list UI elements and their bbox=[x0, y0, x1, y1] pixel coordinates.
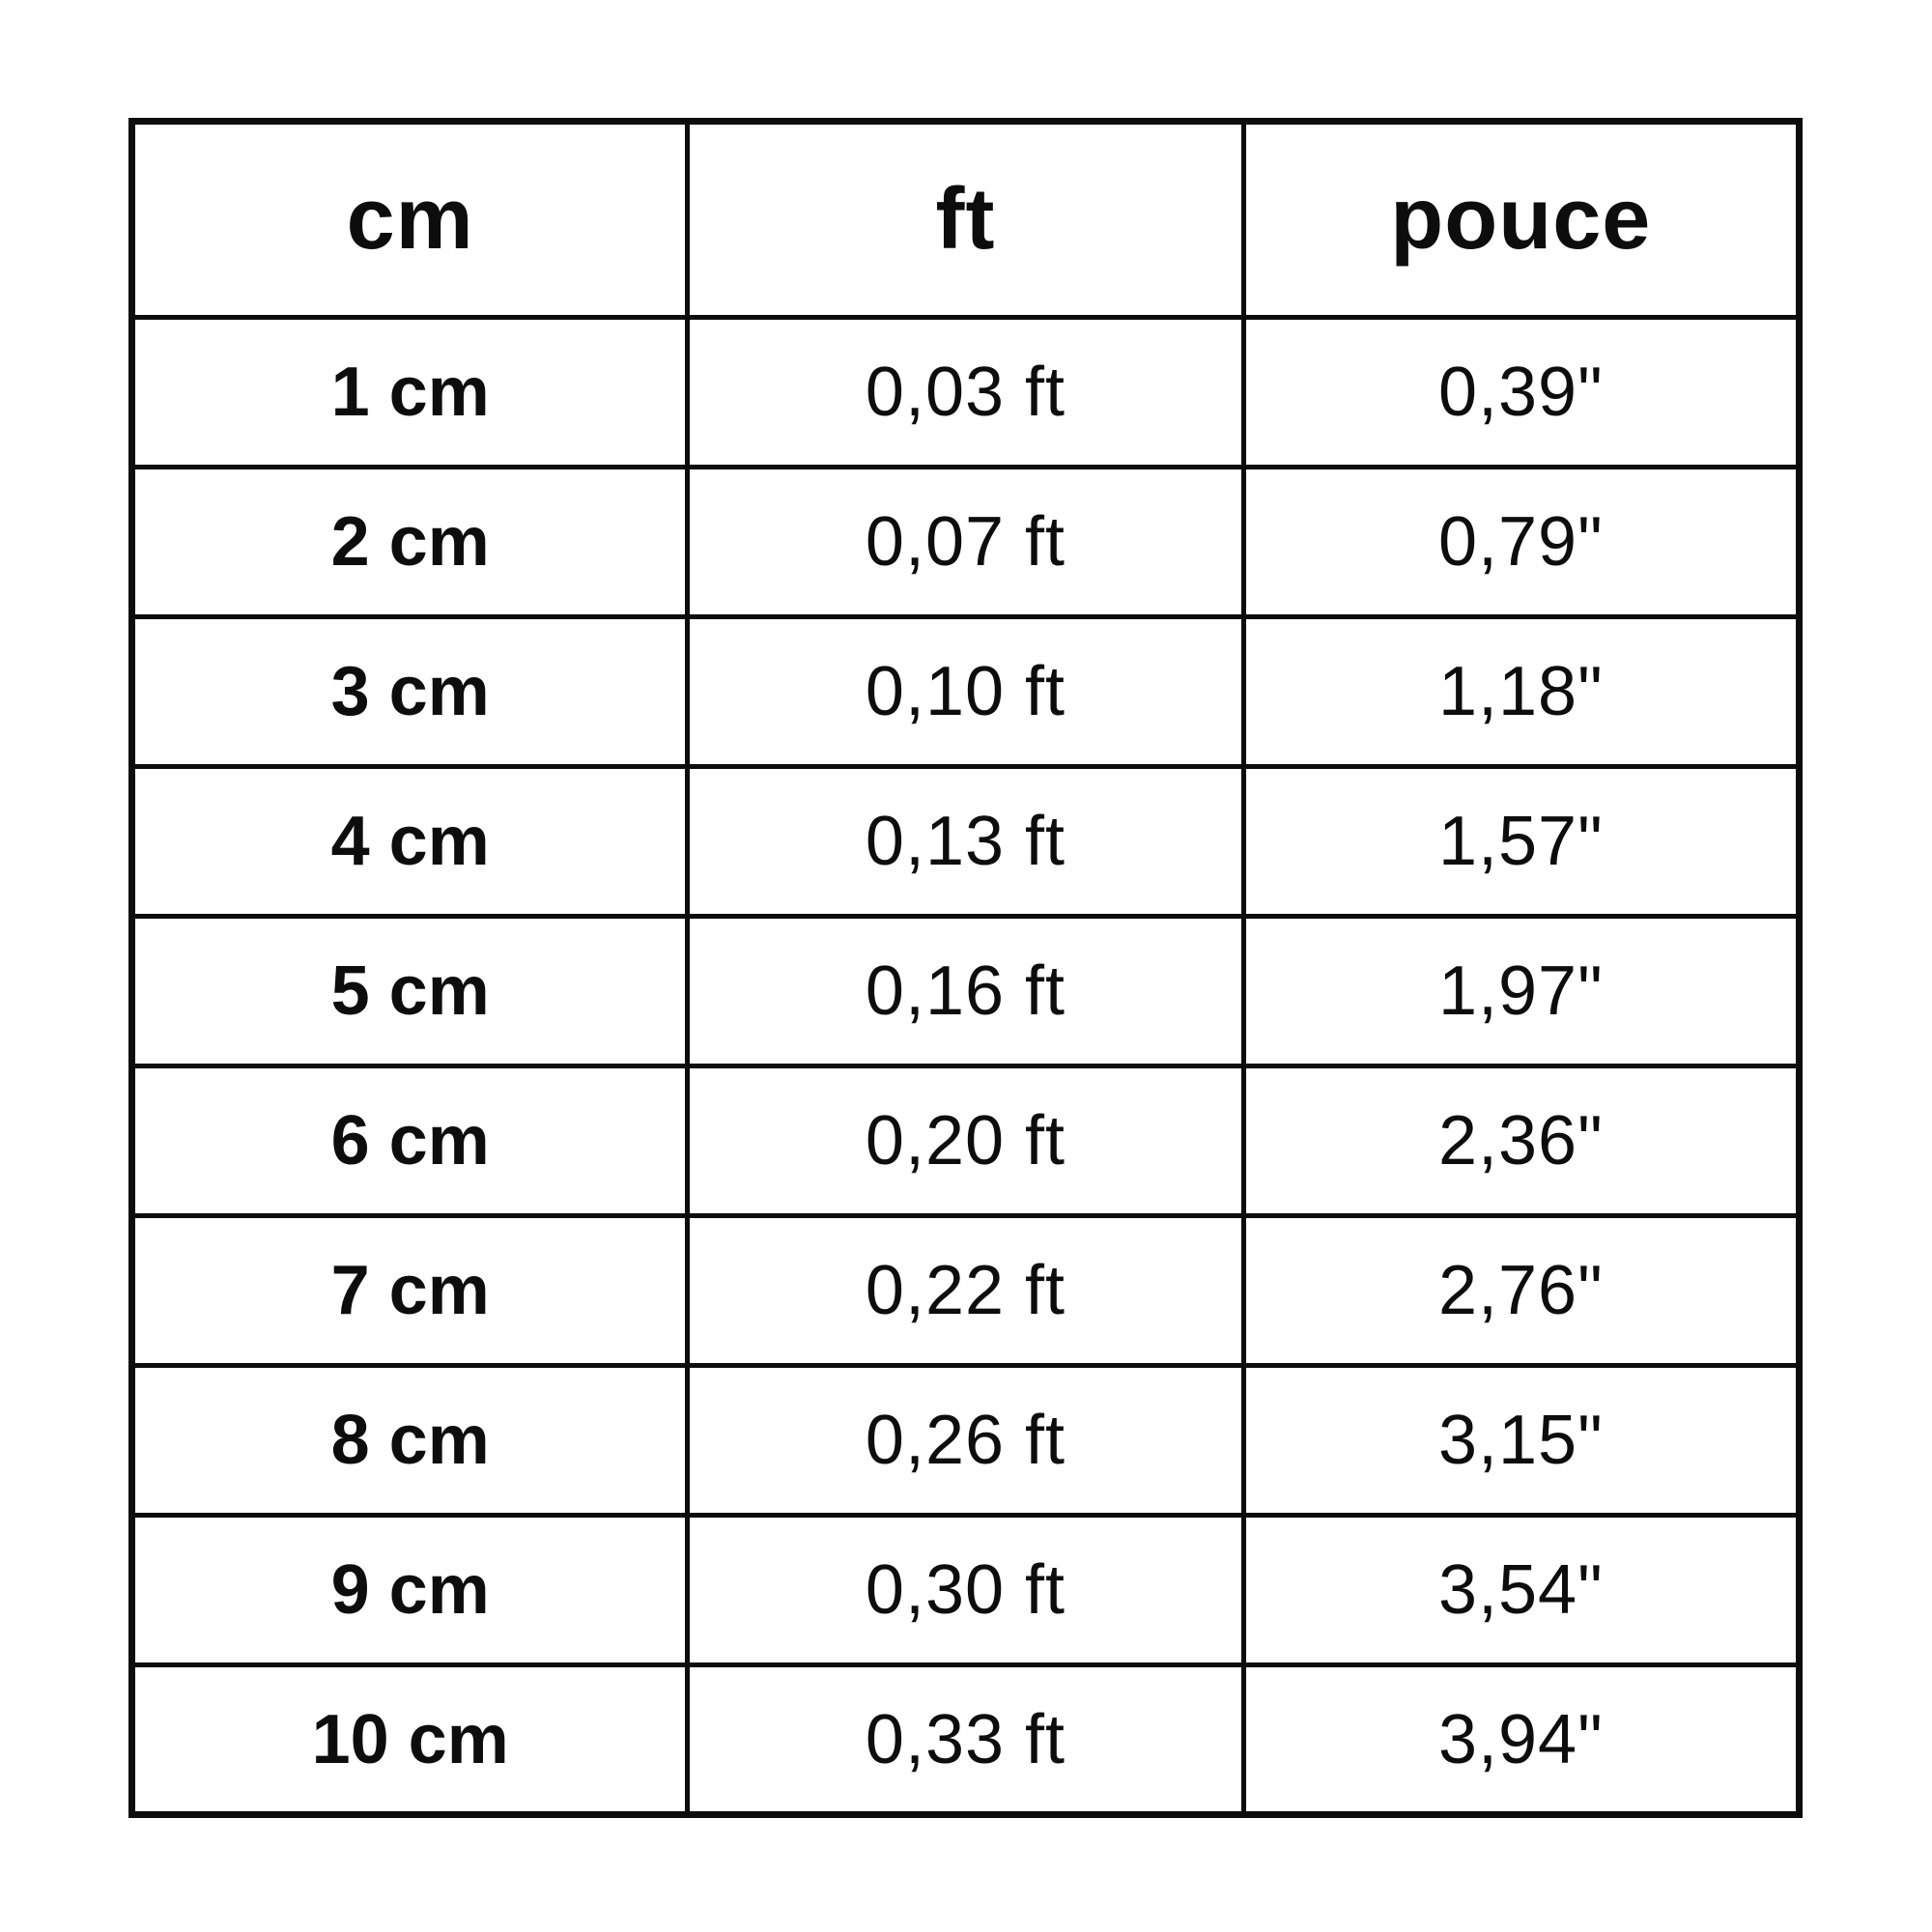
ft-value: 0,10 ft bbox=[685, 614, 1246, 769]
cm-value: 9 cm bbox=[128, 1513, 691, 1667]
table-row: 6 cm 0,20 ft 2,36" bbox=[128, 1064, 1803, 1218]
cm-value: 2 cm bbox=[128, 465, 691, 619]
ft-value: 0,26 ft bbox=[685, 1363, 1246, 1518]
cm-value: 6 cm bbox=[128, 1064, 691, 1218]
ft-value: 0,33 ft bbox=[685, 1662, 1246, 1817]
table-row: 2 cm 0,07 ft 0,79" bbox=[128, 465, 1803, 619]
column-header-cm: cm bbox=[128, 119, 691, 320]
cm-value: 7 cm bbox=[128, 1213, 691, 1368]
pouce-value: 1,18" bbox=[1240, 614, 1803, 769]
ft-value: 0,16 ft bbox=[685, 914, 1246, 1068]
ft-value: 0,20 ft bbox=[685, 1064, 1246, 1218]
table-row: 7 cm 0,22 ft 2,76" bbox=[128, 1213, 1803, 1368]
cm-value: 5 cm bbox=[128, 914, 691, 1068]
pouce-value: 0,39" bbox=[1240, 315, 1803, 469]
ft-value: 0,13 ft bbox=[685, 764, 1246, 919]
ft-value: 0,07 ft bbox=[685, 465, 1246, 619]
cm-ft-pouce-conversion-table: cm ft pouce 1 cm 0,03 ft 0,39" 2 cm 0,07… bbox=[128, 118, 1803, 1818]
cm-value: 4 cm bbox=[128, 764, 691, 919]
cm-value: 8 cm bbox=[128, 1363, 691, 1518]
table-row: 3 cm 0,10 ft 1,18" bbox=[128, 614, 1803, 769]
ft-value: 0,03 ft bbox=[685, 315, 1246, 469]
pouce-value: 1,97" bbox=[1240, 914, 1803, 1068]
pouce-value: 1,57" bbox=[1240, 764, 1803, 919]
pouce-value: 2,76" bbox=[1240, 1213, 1803, 1368]
table-row: 8 cm 0,26 ft 3,15" bbox=[128, 1363, 1803, 1518]
pouce-value: 3,54" bbox=[1240, 1513, 1803, 1667]
pouce-value: 0,79" bbox=[1240, 465, 1803, 619]
table-row: 10 cm 0,33 ft 3,94" bbox=[128, 1662, 1803, 1817]
column-header-ft: ft bbox=[685, 119, 1246, 320]
cm-value: 1 cm bbox=[128, 315, 691, 469]
table-row: 4 cm 0,13 ft 1,57" bbox=[128, 764, 1803, 919]
table-row: 1 cm 0,03 ft 0,39" bbox=[128, 315, 1803, 469]
column-header-pouce: pouce bbox=[1240, 119, 1803, 320]
cm-value: 10 cm bbox=[128, 1662, 691, 1817]
table-row: 5 cm 0,16 ft 1,97" bbox=[128, 914, 1803, 1068]
table-row: 9 cm 0,30 ft 3,54" bbox=[128, 1513, 1803, 1667]
pouce-value: 3,94" bbox=[1240, 1662, 1803, 1817]
cm-value: 3 cm bbox=[128, 614, 691, 769]
header-row: cm ft pouce bbox=[128, 119, 1803, 320]
ft-value: 0,22 ft bbox=[685, 1213, 1246, 1368]
pouce-value: 3,15" bbox=[1240, 1363, 1803, 1518]
ft-value: 0,30 ft bbox=[685, 1513, 1246, 1667]
pouce-value: 2,36" bbox=[1240, 1064, 1803, 1218]
